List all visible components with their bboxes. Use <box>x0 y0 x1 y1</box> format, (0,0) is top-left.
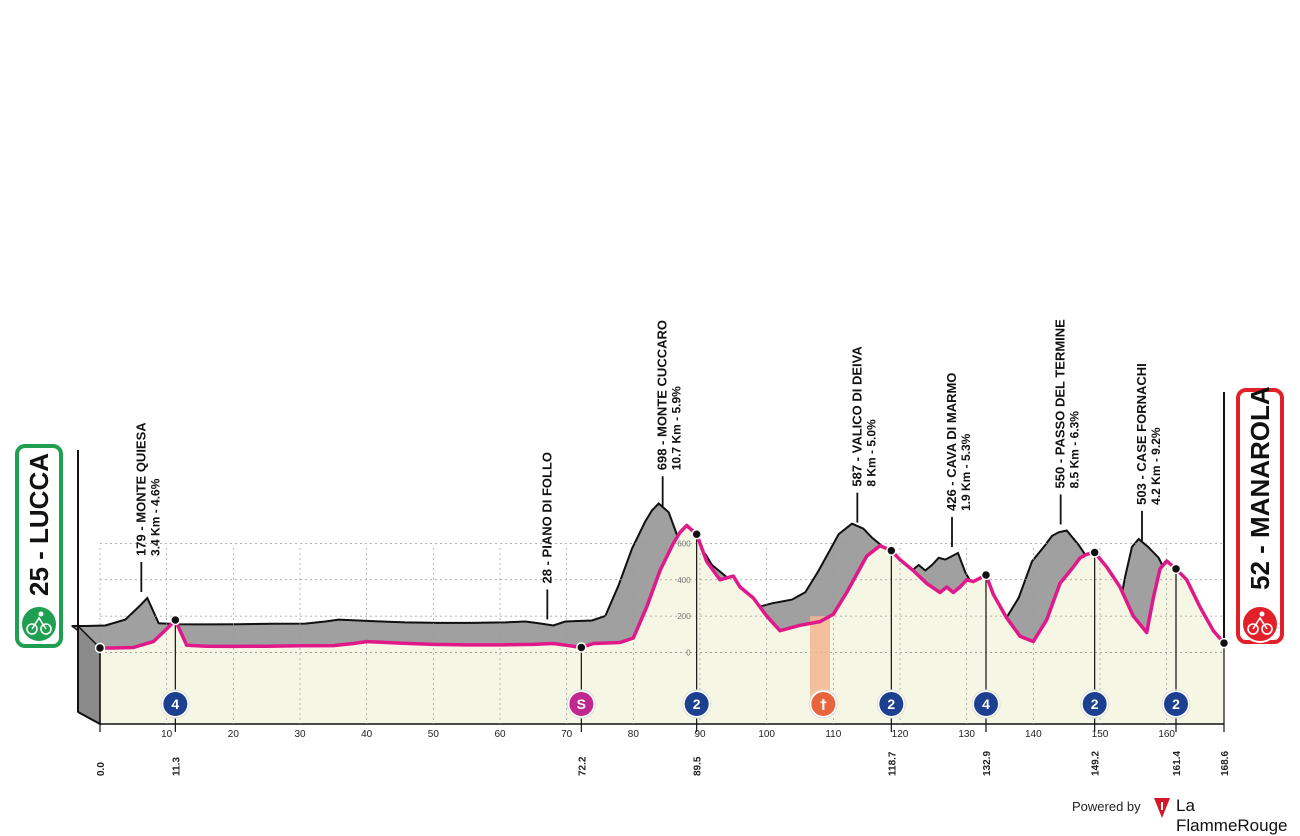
x-tick-label: 130 <box>958 729 975 740</box>
climb-6-detail: 4.2 Km - 9.2% <box>1149 427 1163 505</box>
marker-dot <box>886 545 897 556</box>
climb-category-badge-label: 2 <box>693 696 701 712</box>
marker-dot <box>1218 637 1230 649</box>
climb-category-badge <box>684 692 709 716</box>
climb-category-badge-label: 4 <box>171 696 179 712</box>
terrain-base-corner <box>77 711 101 725</box>
start-city-label: 25 - LUCCA <box>24 453 54 596</box>
x-tick-label: 20 <box>228 729 240 740</box>
km-marker-label: 161.4 <box>1172 751 1183 776</box>
sprint-badge-label: S <box>577 696 586 712</box>
marker-dot <box>691 529 702 540</box>
start-city-wheel-icon <box>40 623 52 635</box>
x-tick-label: 110 <box>825 729 841 740</box>
feed-zone <box>810 616 830 704</box>
x-tick-label: 10 <box>161 729 173 740</box>
climb-labels: 179 - MONTE QUIESA 3.4 Km - 4.6% 698 - MON… <box>133 319 1163 620</box>
start-city-rider-head-icon <box>38 611 44 617</box>
x-tick-label: 80 <box>628 729 640 740</box>
start-city-wheel-icon <box>26 623 38 635</box>
marker-dot <box>980 569 992 581</box>
finish-city-wheel-icon <box>1261 623 1273 635</box>
climb-category-badge-label: 4 <box>982 696 990 712</box>
x-tick-label: 60 <box>494 729 506 740</box>
x-tick-label: 70 <box>561 729 573 740</box>
km-marker-label: 11.3 <box>171 757 182 776</box>
flamme-rouge-logo-icon <box>1154 798 1170 818</box>
x-axis: 0.0 168.6 72.2 11.3 89.5 118.7 132.9 149.2 161.4… <box>96 729 1231 776</box>
marker-dot <box>576 642 587 653</box>
x-tick-label: 40 <box>361 729 373 740</box>
start-city-cyclist-icon <box>20 605 58 643</box>
marker-dot <box>1089 547 1100 558</box>
sprint-badge <box>569 692 594 716</box>
climb-3-detail: 8 Km - 5.0% <box>864 419 878 487</box>
x-tick-label: 90 <box>694 729 706 740</box>
climb-category-badge <box>1082 692 1107 716</box>
finish-city-wheel-icon <box>1247 623 1259 635</box>
marker-dot <box>1170 563 1182 575</box>
grid-lines: 0 200 400 600 <box>99 539 1224 724</box>
x-tick-label: 100 <box>758 729 775 740</box>
y-tick-label: 400 <box>677 576 691 585</box>
feed-zone-icon <box>811 692 836 716</box>
x-tick-label: 50 <box>428 729 440 740</box>
finish-city-label: 52 - MANAROLA <box>1245 386 1275 590</box>
start-city-frame-icon <box>31 616 47 630</box>
climb-5-detail: 8.5 Km - 6.3% <box>1068 411 1082 489</box>
x-tick-label: 30 <box>294 729 306 740</box>
terrain-fill <box>100 525 1224 724</box>
climb-4-title: 426 - CAVA DI MARMO <box>944 373 959 511</box>
climb-5-title: 550 - PASSO DEL TERMINE <box>1053 319 1068 489</box>
marker-dot <box>94 642 106 654</box>
climb-6-title: 503 - CASE FORNACHI <box>1134 363 1149 505</box>
y-tick-label: 600 <box>677 539 691 548</box>
x-tick-label: 140 <box>1025 729 1042 740</box>
climb-category-badge <box>879 692 904 716</box>
km-marker-label: 72.2 <box>577 756 588 776</box>
climb-category-badge-label: 2 <box>887 696 895 712</box>
km-marker-label: 118.7 <box>887 751 898 776</box>
powered-by-text: Powered by <box>1072 799 1141 814</box>
climb-category-badge <box>163 692 188 716</box>
start-city-frame <box>15 444 63 648</box>
x-tick-label: 160 <box>1158 729 1175 740</box>
terrain-area <box>71 392 1225 726</box>
climb-category-badge <box>974 692 998 716</box>
marker-dot <box>170 614 181 626</box>
climb-2-detail: 10.7 Km - 5.9% <box>670 386 684 470</box>
climb-category-badge-label: 2 <box>1172 696 1180 712</box>
climb-1-detail: 3.4 Km - 4.6% <box>148 478 162 556</box>
city-badges: 25 - LUCCA 52 - MANAROLA <box>15 386 1284 648</box>
km-marker-label: 89.5 <box>693 756 704 776</box>
climb-2-title: 698 - MONTE CUCCARO <box>655 320 670 470</box>
climb-1-title: 179 - MONTE QUIESA <box>133 422 148 556</box>
climb-category-badge-label: 2 <box>1091 696 1099 712</box>
x-tick-label: 120 <box>892 729 909 740</box>
climb-4-detail: 1.9 Km - 5.3% <box>959 433 973 511</box>
route-profile-line <box>100 523 1226 650</box>
km-marker-label: 149.2 <box>1091 751 1102 776</box>
sprint-title: 28 - PIANO DI FOLLO <box>539 452 554 583</box>
climb-3-title: 587 - VALICO DI DEIVA <box>849 346 864 487</box>
finish-city-cyclist-icon <box>1241 605 1279 643</box>
km-marker-label: 168.6 <box>1220 751 1231 776</box>
x-tick-label: 150 <box>1092 729 1109 740</box>
route-line <box>100 523 1226 650</box>
brand-name: La FlammeRouge <box>1176 796 1288 835</box>
climb-category-badge <box>1164 692 1188 716</box>
km-marker-label: 0.0 <box>96 762 107 776</box>
fork-knife-icon: † <box>820 698 827 713</box>
y-tick-label: 0 <box>686 649 691 658</box>
y-tick-label: 200 <box>677 612 691 621</box>
finish-city-frame-icon <box>1252 616 1268 630</box>
feed-zone-band <box>810 616 830 704</box>
markers: S † 4 2 2 4 2 2 <box>94 529 1230 732</box>
terrain-outline <box>72 502 1197 627</box>
finish-city-rider-head-icon <box>1259 611 1265 617</box>
km-marker-label: 132.9 <box>982 751 993 776</box>
